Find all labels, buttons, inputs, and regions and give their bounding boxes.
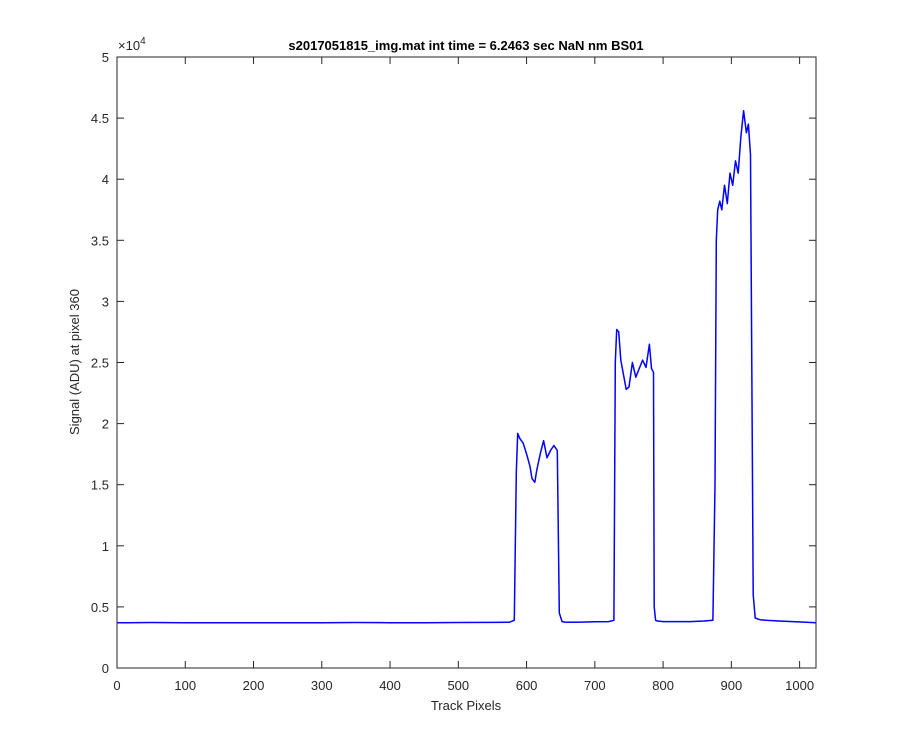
x-tick-label: 900: [721, 678, 743, 693]
y-tick-label: 4.5: [91, 111, 109, 126]
x-axis-label: Track Pixels: [431, 698, 502, 713]
y-tick-label: 2.5: [91, 356, 109, 371]
y-tick-label: 0: [102, 661, 109, 676]
y-tick-label: 3.5: [91, 233, 109, 248]
y-tick-label: 2: [102, 417, 109, 432]
axes-box: [116, 56, 817, 669]
series-layer: [116, 110, 817, 624]
y-tick-label: 1.5: [91, 478, 109, 493]
y-tick-label: 3: [102, 294, 109, 309]
y-tick-label: 4: [102, 172, 109, 187]
x-tick-label: 0: [113, 678, 120, 693]
y-tick-label: 0.5: [91, 600, 109, 615]
x-tick-label: 700: [584, 678, 606, 693]
y-exponent-base: ×10: [118, 38, 140, 53]
x-tick-label: 300: [311, 678, 333, 693]
y-exponent-power: 4: [140, 36, 146, 47]
x-tick-label: 100: [174, 678, 196, 693]
tick-labels-layer: 0 100 200 300 400 500 600 700 800 900 1000 0 0.5 1 1.5…: [91, 50, 814, 693]
y-exponent-label: ×104: [118, 36, 146, 53]
y-axis-label: Signal (ADU) at pixel 360: [67, 289, 82, 435]
x-tick-label: 800: [652, 678, 674, 693]
y-tick-label: 1: [102, 539, 109, 554]
x-tick-label: 400: [379, 678, 401, 693]
chart-title: s2017051815_img.mat int time = 6.2463 se…: [288, 38, 643, 53]
plot-area: [117, 57, 816, 668]
x-tick-label: 200: [243, 678, 265, 693]
x-tick-label: 1000: [785, 678, 814, 693]
x-tick-label: 500: [447, 678, 469, 693]
x-tick-label: 600: [516, 678, 538, 693]
y-tick-label: 5: [102, 50, 109, 65]
series-line: [116, 110, 817, 624]
